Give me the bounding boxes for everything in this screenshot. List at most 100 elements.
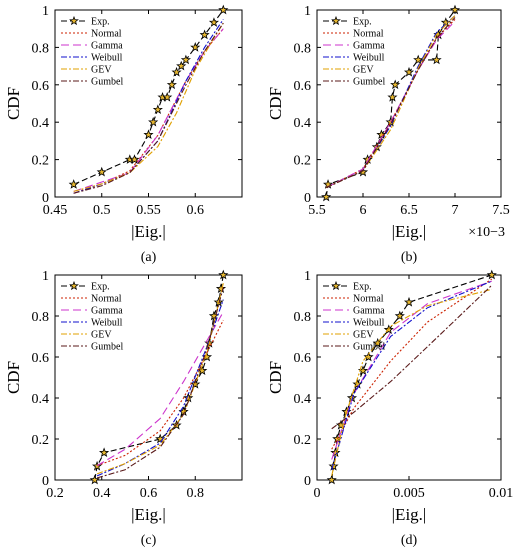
series-line [325,17,456,189]
series-line [96,311,224,467]
series-line [325,20,456,189]
x-tick-label: 5.5 [308,203,326,218]
series-line [325,9,456,198]
y-tick-label: 1 [42,269,49,284]
series-gumbel [73,22,224,194]
data-point-marker [176,60,187,71]
x-tick-label: 0 [314,486,321,501]
y-tick-label: 0.2 [32,154,50,169]
legend-entry: Normal [91,29,122,40]
series-line [73,22,224,194]
plot-area [54,9,243,198]
data-point-marker [171,66,182,77]
x-tick-label: 0.01 [489,486,514,501]
data-point-marker [89,474,100,485]
y-tick-label: 1 [304,269,311,284]
series-gamma [325,20,456,189]
plot-area [316,274,502,481]
data-point-marker [143,129,154,140]
series-line [331,278,493,450]
y-tick-label: 1 [42,4,49,19]
data-point-marker [190,42,201,52]
x-tick-label: 0.55 [136,203,161,218]
legend-entry: Gumbel [91,342,123,353]
legend-entry: GEV [91,330,112,341]
data-point-marker [352,378,363,389]
y-tick-label: 0.2 [32,433,50,448]
x-tick-label: 0.6 [140,486,158,501]
x-axis-label: |Eig.| [131,505,166,524]
legend-entry: Exp. [353,282,372,293]
y-axis-label: CDF [266,87,285,120]
legend-entry: GEV [353,330,374,341]
legend-entry: Gamma [91,41,123,52]
data-point-marker [148,116,159,127]
x-tick-label: 0.2 [46,486,64,501]
data-point-marker [215,283,227,294]
x-tick-label: 0.6 [187,203,205,218]
y-axis-label: CDF [4,361,23,394]
legend-entry: Gamma [91,306,123,317]
y-tick-label: 1 [304,4,311,19]
y-tick-label: 0 [304,474,311,489]
series-line [96,283,224,475]
series-line [331,288,492,477]
data-point-marker [129,154,140,164]
data-point-marker [162,91,173,102]
y-tick-label: 0.4 [32,392,50,407]
series-gev [96,283,224,475]
chart-panel-b: 5.5 6 6.5 7 7.5 0 0.2 0.4 0.6 0.8 1 ×10−3 |Eig.| CDF (… [266,4,510,265]
series-normal [331,278,493,450]
series-weibull [331,280,493,470]
data-point-marker [99,447,110,458]
legend-marker [331,15,341,26]
y-tick-label: 0.2 [294,433,312,448]
data-point-marker [403,296,415,307]
data-point-marker [152,104,163,114]
data-point-marker [403,66,415,77]
data-point-marker [431,54,442,65]
legend-entry: Exp. [91,282,110,293]
legend-entry: Weibull [353,318,385,329]
y-tick-label: 0.4 [32,116,50,131]
data-point-marker [330,447,341,458]
x-axis-label: |Eig.| [131,222,166,241]
data-point-marker [91,460,103,471]
panel-label: (d) [401,533,418,548]
data-point-marker [218,269,229,280]
legend-entry: Gamma [353,41,385,52]
legend-entry: Weibull [353,53,385,64]
series-gamma [331,280,492,460]
data-point-marker [387,91,398,102]
y-tick-label: 0.8 [294,310,312,325]
y-tick-label: 0.8 [294,41,312,56]
legend-entry: Gumbel [353,342,385,353]
series-normal [96,319,224,467]
x-axis-exponent: ×10−3 [468,225,505,240]
legend-entry: GEV [91,65,112,76]
y-tick-label: 0.6 [294,79,312,94]
legend-entry: Normal [353,29,384,40]
series-line [73,28,224,192]
x-axis-label: |Eig.| [392,222,427,241]
x-tick-label: 6 [360,203,367,218]
data-point-marker [390,79,401,90]
data-point-marker [183,392,194,403]
x-tick-label: 0.4 [93,486,111,501]
legend-entry: Gumbel [353,77,385,88]
legend-entry: Gumbel [91,77,123,88]
legend-entry: Normal [353,294,384,305]
series-gev [73,22,224,192]
y-tick-label: 0 [42,474,49,489]
data-point-marker [363,351,374,362]
series-line [331,280,493,470]
y-tick-label: 0.6 [32,351,50,366]
legend-entry: Gamma [353,306,385,317]
panel-label: (c) [141,533,157,548]
legend-entry: Weibull [91,318,123,329]
series-gumbel [325,17,456,189]
plot-area [316,9,502,198]
x-tick-label: 7.5 [492,203,510,218]
